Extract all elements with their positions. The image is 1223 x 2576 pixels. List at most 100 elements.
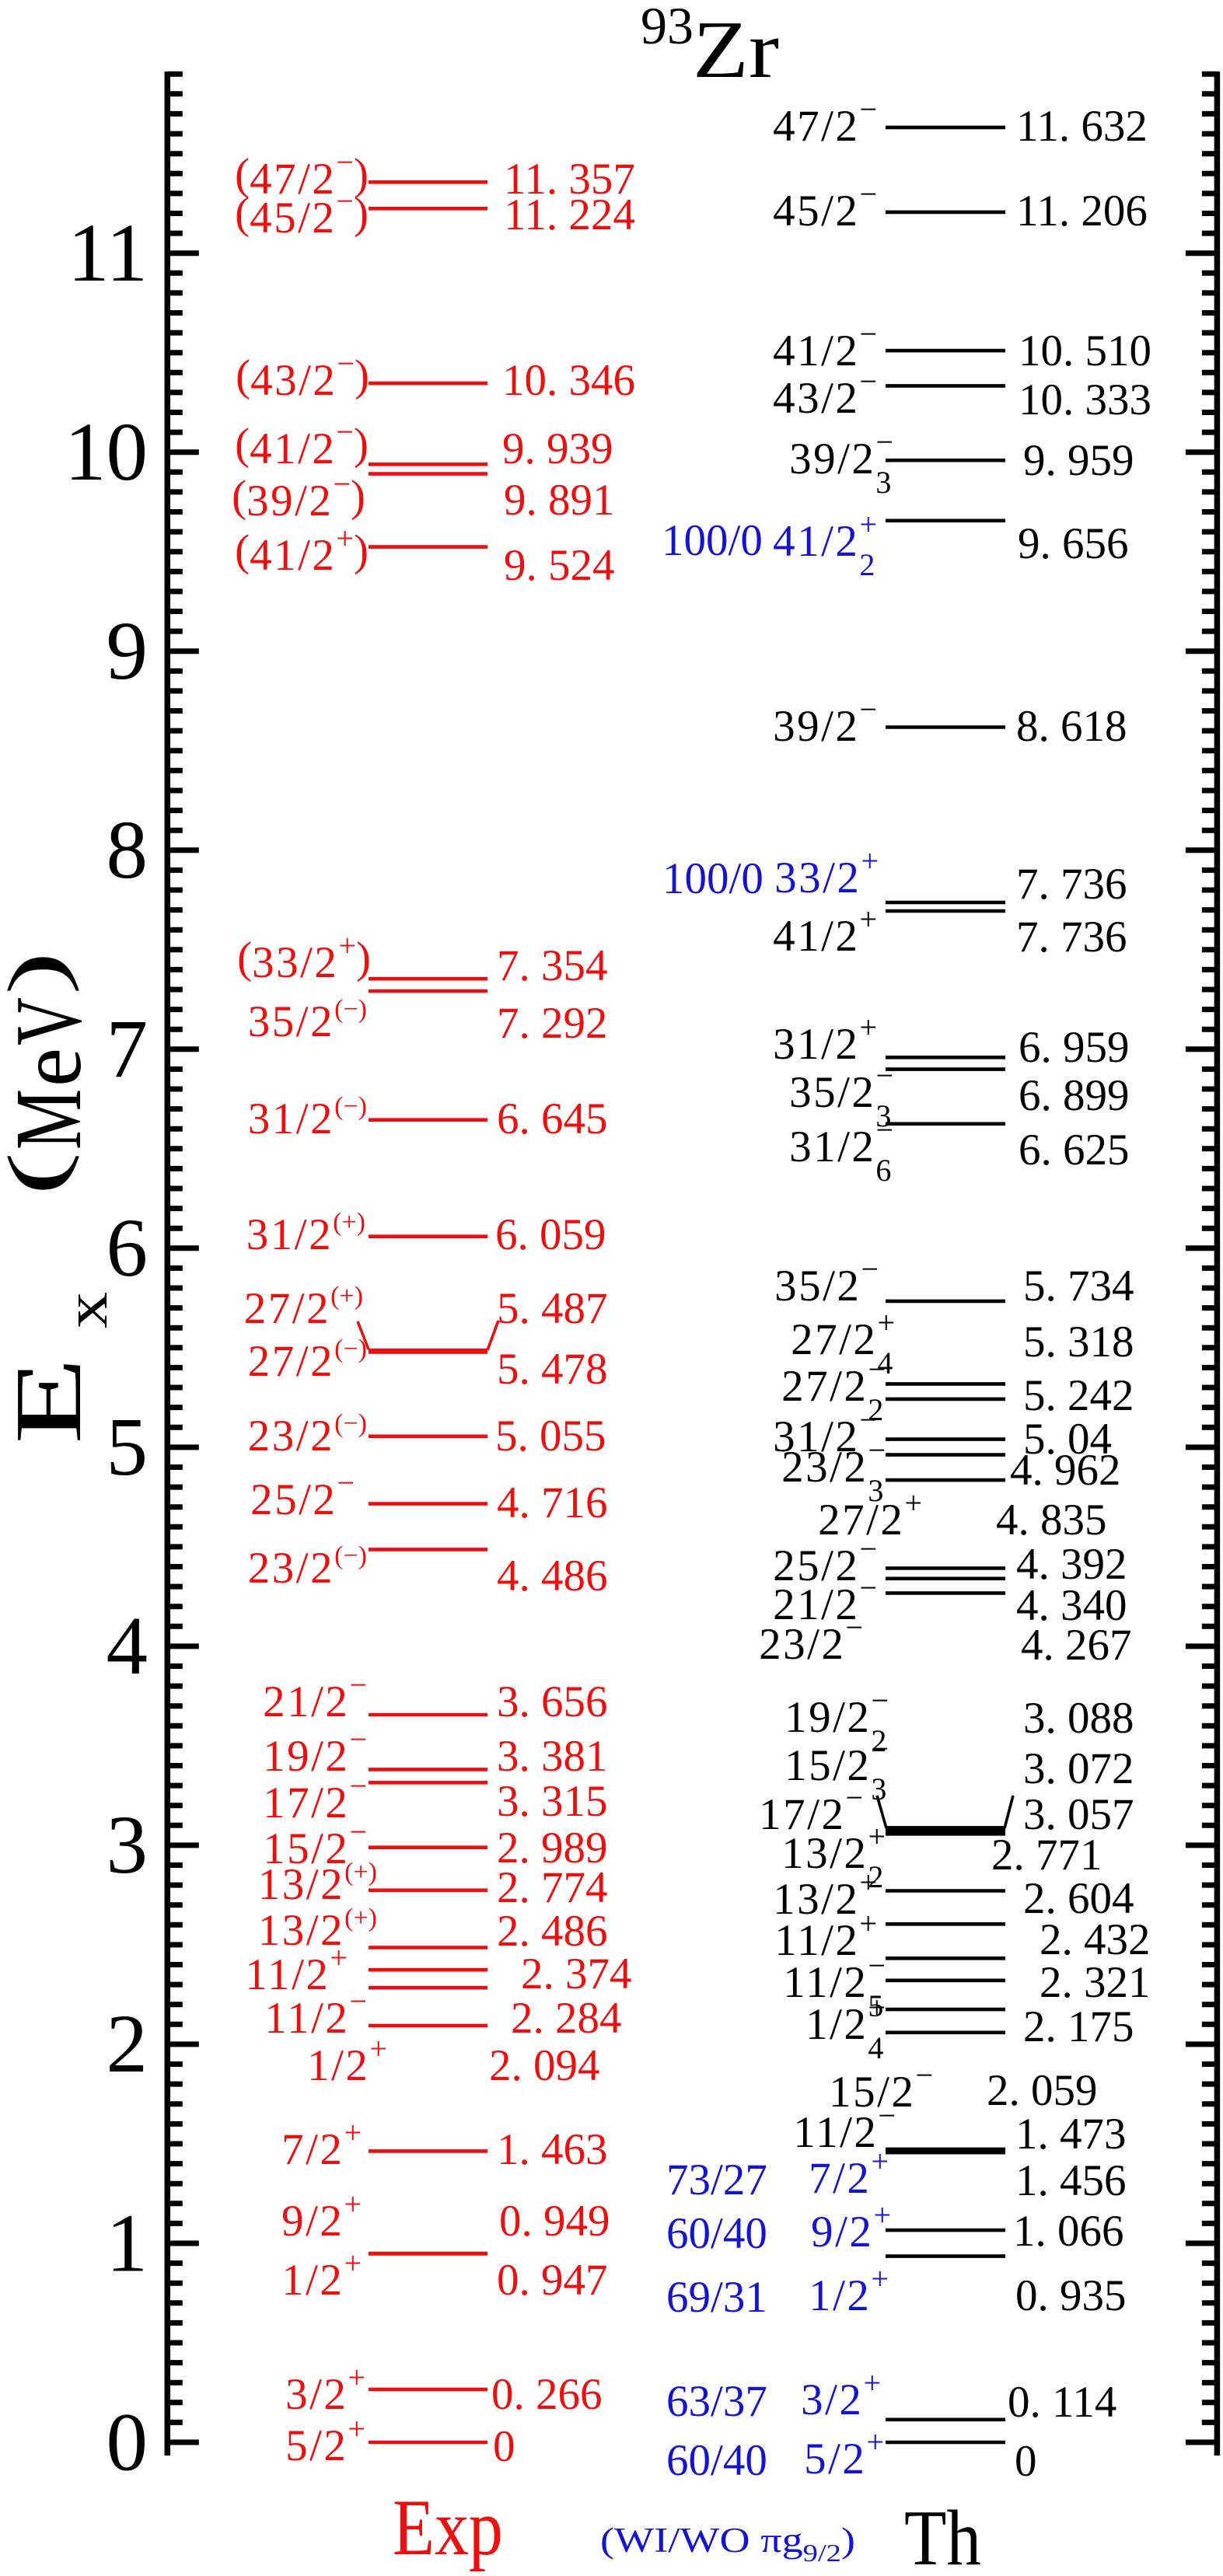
svg-text:9/2+: 9/2+: [811, 2197, 891, 2257]
svg-text:5. 478: 5. 478: [497, 1345, 608, 1394]
svg-text:15/2−: 15/2−: [263, 1814, 367, 1873]
svg-text:11/2+: 11/2+: [774, 1906, 877, 1965]
svg-text:6. 899: 6. 899: [1019, 1071, 1130, 1120]
svg-text:13/2+2: 13/2+ 2: [781, 1819, 886, 1894]
svg-text:15/2−3: 15/2− 3: [784, 1731, 889, 1806]
svg-text:3. 088: 3. 088: [1023, 1694, 1134, 1743]
svg-text:27/2+4: 27/2+ 4: [791, 1305, 895, 1380]
svg-text:60/40: 60/40: [666, 2209, 767, 2258]
svg-text:11. 632: 11. 632: [1016, 102, 1148, 151]
svg-text:4. 716: 4. 716: [497, 1478, 608, 1527]
svg-text:2: 2: [107, 1998, 149, 2090]
svg-text:7/2+: 7/2+: [809, 2144, 889, 2203]
svg-text:5. 734: 5. 734: [1023, 1262, 1134, 1311]
svg-text:): ): [0, 951, 80, 995]
svg-text:10. 346: 10. 346: [502, 356, 635, 405]
svg-text:27/2−2: 27/2− 2: [781, 1352, 886, 1427]
svg-text:10. 510: 10. 510: [1019, 326, 1151, 375]
svg-text:5. 055: 5. 055: [495, 1412, 606, 1461]
svg-text:6. 059: 6. 059: [495, 1210, 606, 1259]
svg-text:31/2−6: 31/2− 6: [789, 1112, 893, 1188]
svg-text:15/2−: 15/2−: [829, 2058, 933, 2117]
svg-text:23/2−: 23/2−: [759, 1610, 863, 1669]
svg-text:3. 315: 3. 315: [497, 1777, 608, 1826]
svg-text:10: 10: [65, 407, 148, 498]
svg-text:11. 206: 11. 206: [1016, 187, 1148, 236]
svg-text:3. 057: 3. 057: [1023, 1790, 1134, 1839]
svg-text:2. 989: 2. 989: [497, 1824, 608, 1873]
svg-text:13/2(+): 13/2(+): [258, 1904, 377, 1955]
svg-text:9. 959: 9. 959: [1023, 436, 1134, 485]
svg-text:11: 11: [68, 208, 148, 299]
svg-text:43/2−: 43/2−: [773, 364, 877, 423]
svg-text:25/2−: 25/2−: [773, 1531, 877, 1590]
svg-text:23/2(−): 23/2(−): [248, 1541, 367, 1593]
svg-text:11/2+: 11/2+: [245, 1940, 348, 1999]
svg-text:4. 486: 4. 486: [497, 1552, 608, 1600]
svg-text:93: 93: [641, 0, 694, 55]
svg-text:21/2−: 21/2−: [773, 1570, 877, 1629]
svg-text:23/2−3: 23/2− 3: [781, 1433, 886, 1508]
svg-text:0. 947: 0. 947: [497, 2256, 608, 2305]
svg-text:7/2+: 7/2+: [281, 2115, 362, 2174]
svg-text:41/2−: 41/2−: [773, 316, 877, 375]
svg-text:(: (: [0, 1152, 80, 1196]
svg-text:35/2−: 35/2−: [774, 1251, 879, 1311]
svg-text:(43/2−): (43/2−): [236, 346, 369, 405]
svg-text:1. 456: 1. 456: [1015, 2156, 1127, 2205]
svg-text:1/2+: 1/2+: [809, 2261, 889, 2320]
svg-text:0: 0: [1015, 2437, 1037, 2486]
svg-text:33/2+: 33/2+: [774, 843, 879, 902]
svg-text:2. 604: 2. 604: [1023, 1874, 1134, 1923]
svg-text:69/31: 69/31: [666, 2273, 767, 2322]
svg-text:100/0: 100/0: [662, 854, 764, 903]
svg-text:35/2−3: 35/2− 3: [789, 1058, 893, 1133]
svg-text:5/2+: 5/2+: [285, 2411, 365, 2470]
svg-text:21/2−: 21/2−: [263, 1667, 367, 1726]
svg-text:9. 939: 9. 939: [502, 424, 613, 473]
svg-text:6: 6: [107, 1202, 149, 1294]
svg-text:39/2−3: 39/2− 3: [789, 424, 893, 500]
svg-text:2. 374: 2. 374: [521, 1949, 632, 1998]
svg-text:0. 949: 0. 949: [499, 2197, 610, 2246]
svg-text:3. 656: 3. 656: [497, 1677, 608, 1726]
svg-text:Exp: Exp: [393, 2484, 503, 2572]
svg-text:2. 059: 2. 059: [987, 2066, 1098, 2115]
svg-text:6. 625: 6. 625: [1019, 1126, 1130, 1175]
svg-text:2. 771: 2. 771: [991, 1831, 1102, 1880]
svg-text:31/2(+): 31/2(+): [246, 1208, 365, 1259]
svg-text:9. 524: 9. 524: [504, 541, 615, 590]
svg-text:3/2+: 3/2+: [801, 2365, 881, 2424]
svg-text:2. 094: 2. 094: [489, 2041, 600, 2090]
svg-text:25/2−: 25/2−: [250, 1465, 355, 1524]
svg-text:63/37: 63/37: [666, 2377, 767, 2426]
svg-text:(39/2−): (39/2−): [232, 466, 365, 525]
svg-text:1/2+4: 1/2+ 4: [805, 1990, 886, 2065]
svg-text:3: 3: [107, 1799, 149, 1891]
svg-text:(41/2−): (41/2−): [235, 414, 369, 473]
svg-text:31/2−: 31/2−: [773, 1402, 877, 1461]
svg-text:6. 645: 6. 645: [497, 1094, 608, 1143]
svg-text:11. 224: 11. 224: [504, 190, 635, 239]
svg-text:27/2(+): 27/2(+): [244, 1282, 363, 1333]
svg-text:4. 392: 4. 392: [1016, 1540, 1127, 1589]
svg-text:(41/2+): (41/2+): [235, 521, 369, 580]
svg-text:4. 962: 4. 962: [1010, 1446, 1121, 1495]
svg-text:4. 267: 4. 267: [1021, 1621, 1132, 1670]
svg-text:31/2(−): 31/2(−): [248, 1092, 367, 1143]
svg-text:5: 5: [107, 1401, 149, 1493]
svg-text:M: M: [0, 1089, 101, 1150]
svg-text:e: e: [1, 1048, 100, 1087]
svg-text:60/40: 60/40: [666, 2436, 767, 2485]
svg-text:2. 321: 2. 321: [1040, 1958, 1151, 2007]
svg-text:(47/2−): (47/2−): [235, 145, 369, 204]
svg-text:7. 354: 7. 354: [497, 941, 608, 990]
svg-text:9. 656: 9. 656: [1018, 519, 1129, 568]
svg-text:5. 242: 5. 242: [1023, 1371, 1134, 1420]
svg-text:8. 618: 8. 618: [1016, 702, 1127, 751]
svg-text:1/2+: 1/2+: [307, 2031, 387, 2090]
svg-text:5. 04: 5. 04: [1023, 1415, 1112, 1464]
svg-text:Th: Th: [904, 2494, 981, 2572]
svg-text:10. 333: 10. 333: [1019, 375, 1151, 424]
svg-text:8: 8: [107, 805, 149, 896]
